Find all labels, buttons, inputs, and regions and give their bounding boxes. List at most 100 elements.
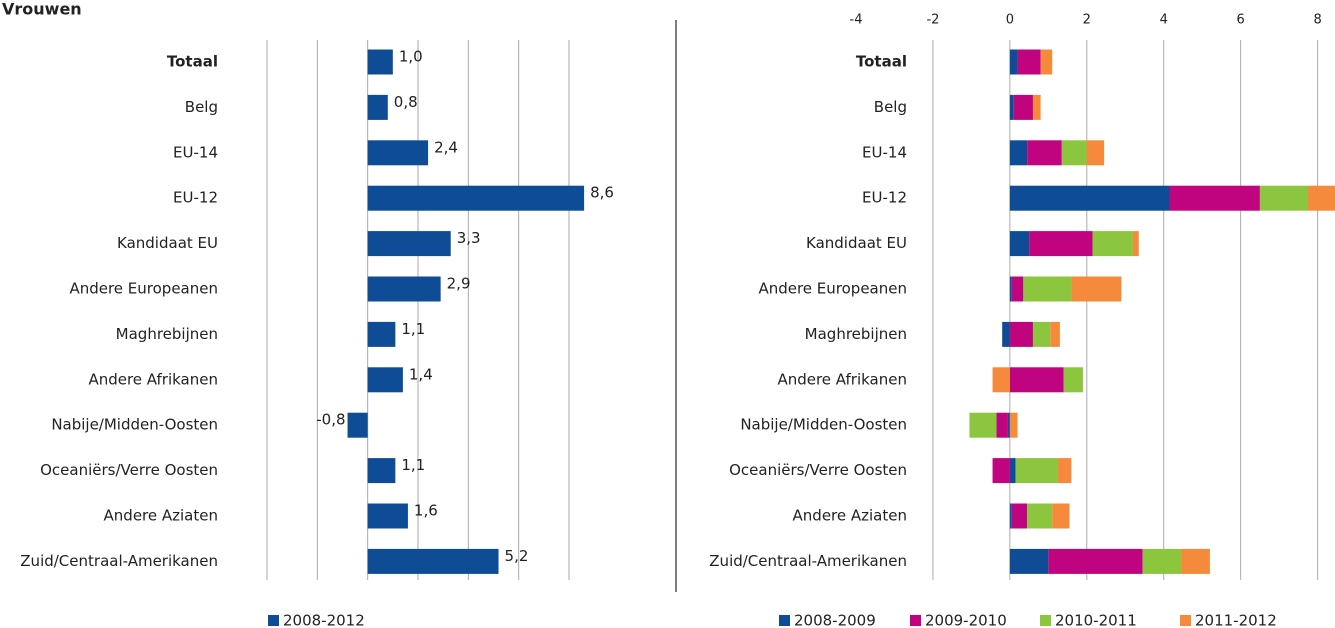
legend-label: 2008-2012 (283, 612, 365, 628)
bar (367, 140, 429, 166)
legend-label: 2011-2012 (1195, 612, 1277, 628)
category-label: EU-14 (173, 143, 218, 161)
value-label: 1,1 (401, 456, 425, 474)
bar (1259, 185, 1308, 211)
bar (1009, 458, 1016, 484)
category-label: Andere Afrikanen (88, 370, 218, 388)
bar (1029, 231, 1093, 257)
bar (1027, 140, 1062, 166)
bar (1061, 140, 1087, 166)
category-label: Nabije/Midden-Oosten (740, 416, 907, 434)
x-tick-label: 4 (1160, 13, 1168, 28)
value-label: 5,2 (505, 547, 529, 565)
category-label: Maghrebijnen (805, 325, 907, 343)
bar (1052, 503, 1070, 529)
bar (367, 367, 403, 393)
bar (1011, 276, 1024, 302)
category-label: EU-12 (173, 189, 218, 207)
bar (1013, 94, 1033, 120)
bar (992, 367, 1010, 393)
value-label: 2,9 (447, 275, 471, 293)
bar (1009, 276, 1012, 302)
bar (367, 49, 393, 75)
category-label: Andere Europeanen (758, 280, 907, 298)
bar (1009, 321, 1033, 347)
category-label: Nabije/Midden-Oosten (51, 416, 218, 434)
value-label: -0,8 (316, 411, 345, 429)
bar (1057, 458, 1072, 484)
bar (367, 231, 451, 257)
category-label: Belg (874, 98, 907, 116)
bar (996, 412, 1008, 438)
category-label: EU-12 (862, 189, 907, 207)
bar (367, 94, 388, 120)
bar (1142, 548, 1182, 574)
category-label: Kandidaat EU (806, 234, 907, 252)
x-tick-label: 6 (1237, 13, 1245, 28)
value-label: 1,4 (409, 365, 433, 383)
value-label: 1,6 (414, 502, 438, 520)
bar (1009, 231, 1030, 257)
bar (367, 548, 499, 574)
category-label: Totaal (167, 53, 218, 71)
legend-swatch (1040, 615, 1051, 626)
bar (1071, 276, 1122, 302)
value-label: 3,3 (457, 229, 481, 247)
legend-swatch (910, 615, 921, 626)
bar (992, 458, 1010, 484)
legend-swatch (779, 615, 790, 626)
category-label: Totaal (856, 53, 907, 71)
x-tick-label: 0 (1006, 13, 1014, 28)
bar (1002, 321, 1010, 347)
category-label: EU-14 (862, 143, 907, 161)
bar (1040, 49, 1053, 75)
bar (1092, 231, 1133, 257)
x-tick-label: -4 (850, 13, 863, 28)
bar (1048, 548, 1143, 574)
category-label: Oceaniërs/Verre Oosten (729, 461, 907, 479)
bar (367, 276, 441, 302)
bar (367, 321, 396, 347)
category-label: Oceaniërs/Verre Oosten (40, 461, 218, 479)
x-tick-label: -2 (926, 13, 939, 28)
value-label: 1,0 (399, 48, 423, 66)
legend-label: 2008-2009 (794, 612, 876, 628)
value-label: 1,1 (401, 320, 425, 338)
bar (1011, 503, 1028, 529)
category-label: Kandidaat EU (117, 234, 218, 252)
bar (1015, 458, 1058, 484)
category-label: Maghrebijnen (116, 325, 218, 343)
x-tick-label: 8 (1313, 13, 1321, 28)
bar (1017, 49, 1041, 75)
category-label: Andere Europeanen (69, 280, 218, 298)
bar (1009, 548, 1049, 574)
bar (1181, 548, 1210, 574)
bar (1027, 503, 1053, 529)
bar (1009, 412, 1018, 438)
page-title: Vrouwen (2, 0, 82, 19)
category-label: Andere Aziaten (793, 507, 907, 525)
bar (367, 458, 396, 484)
category-label: Andere Aziaten (104, 507, 218, 525)
bar (367, 503, 408, 529)
bar (1009, 503, 1012, 529)
category-label: Zuid/Centraal-Amerikanen (709, 552, 907, 570)
category-label: Zuid/Centraal-Amerikanen (20, 552, 218, 570)
bar (367, 185, 585, 211)
x-tick-label: 2 (1083, 13, 1091, 28)
bar (347, 412, 368, 438)
value-label: 2,4 (434, 138, 458, 156)
bar (1009, 49, 1018, 75)
bar (1050, 321, 1060, 347)
bar (1307, 185, 1335, 211)
bar (1009, 94, 1014, 120)
bar (1086, 140, 1105, 166)
legend-swatch (268, 615, 279, 626)
bar (1009, 185, 1170, 211)
category-label: Belg (185, 98, 218, 116)
category-label: Andere Afrikanen (777, 370, 907, 388)
legend-label: 2009-2010 (925, 612, 1007, 628)
legend-label: 2010-2011 (1055, 612, 1137, 628)
legend-swatch (1180, 615, 1191, 626)
